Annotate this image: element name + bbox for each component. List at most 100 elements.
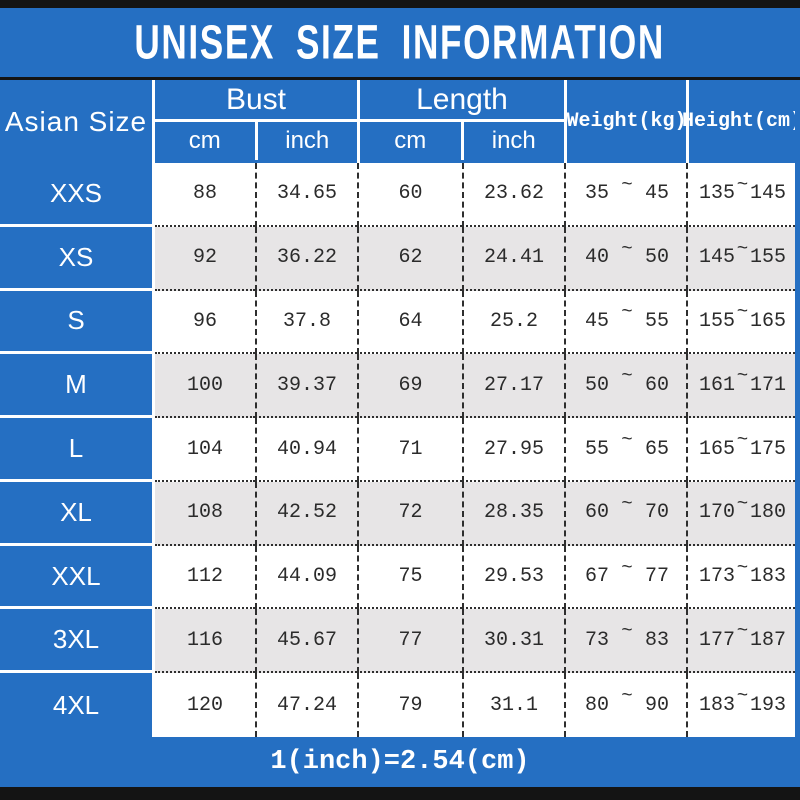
height-range: 165 ~ 175 [686,418,795,482]
bust-cm-value: 116 [155,609,255,674]
table-right-edge-strip [795,80,800,737]
bust-inch-value: 47.24 [255,673,357,738]
height-max: 171 [749,373,786,397]
height-range: 173 ~ 183 [686,545,795,610]
header-bust: Bust [155,80,357,122]
length-inch-value: 24.41 [462,226,564,291]
table-body: XXS 88 34.65 60 23.62 35 ~ 45 135 ~ 145 … [0,163,795,738]
tilde-symbol: ~ [736,301,749,324]
tilde-symbol: ~ [621,429,633,452]
page-title: UNISEX SIZE INFORMATION [134,15,666,69]
weight-max: 50 [644,246,669,270]
weight-max: 45 [644,182,669,206]
tilde-symbol: ~ [736,173,749,196]
height-range: 183 ~ 193 [686,673,795,738]
weight-min: 45 [585,309,610,333]
height-max: 193 [749,693,786,717]
weight-max: 90 [644,693,669,717]
tilde-symbol: ~ [736,492,749,515]
size-label: XXS [0,163,155,227]
height-min: 145 [699,246,736,270]
table-header: Asian Size Bust cm inch Length cm inch W… [0,80,800,163]
table-row-xs: XS 92 36.22 62 24.41 40 ~ 50 145 ~ 155 [0,226,795,291]
tilde-symbol: ~ [736,685,749,708]
tilde-symbol: ~ [621,556,633,579]
height-max: 180 [749,501,786,525]
weight-min: 60 [585,501,610,525]
weight-min: 40 [585,246,610,270]
weight-max: 60 [644,373,669,397]
table-row-xxl: XXL 112 44.09 75 29.53 67 ~ 77 173 ~ 183 [0,545,795,610]
size-label: XXL [0,545,155,610]
size-label: XS [0,226,155,291]
length-inch-value: 30.31 [462,609,564,674]
bust-cm-value: 88 [155,163,255,227]
header-length-units: cm inch [360,122,564,160]
height-min: 183 [699,693,736,717]
size-label: 3XL [0,609,155,674]
bust-cm-value: 96 [155,291,255,355]
weight-max: 55 [644,309,669,333]
length-cm-value: 69 [357,354,462,419]
height-range: 135 ~ 145 [686,163,795,227]
table-row-s: S 96 37.8 64 25.2 45 ~ 55 155 ~ 165 [0,290,795,355]
title-band: UNISEX SIZE INFORMATION [0,8,800,77]
weight-max: 83 [644,628,669,652]
header-bust-units: cm inch [155,122,357,160]
tilde-symbol: ~ [736,620,749,643]
tilde-symbol: ~ [621,173,633,196]
tilde-symbol: ~ [621,365,633,388]
height-max: 187 [749,628,786,652]
length-cm-value: 75 [357,545,462,610]
tilde-symbol: ~ [621,492,633,515]
length-cm-value: 60 [357,163,462,227]
size-label: S [0,290,155,355]
height-min: 161 [699,373,736,397]
weight-range: 45 ~ 55 [564,290,686,355]
height-range: 145 ~ 155 [686,226,795,291]
tilde-symbol: ~ [621,237,633,260]
footer-band: 1(inch)=2.54(cm) [0,737,800,787]
tilde-symbol: ~ [621,685,633,708]
weight-range: 67 ~ 77 [564,545,686,610]
tilde-symbol: ~ [736,237,749,260]
length-inch-value: 25.2 [462,290,564,355]
weight-range: 50 ~ 60 [564,354,686,419]
tilde-symbol: ~ [621,301,633,324]
weight-min: 80 [585,693,610,717]
bust-cm-value: 100 [155,354,255,419]
length-inch-value: 23.62 [462,163,564,227]
size-label: 4XL [0,673,155,738]
height-range: 155 ~ 165 [686,290,795,355]
length-inch-value: 27.17 [462,354,564,419]
bust-cm-value: 92 [155,227,255,291]
height-min: 165 [699,437,736,461]
length-inch-value: 28.35 [462,481,564,546]
table-row-3xl: 3XL 116 45.67 77 30.31 73 ~ 83 177 ~ 187 [0,609,795,674]
bust-inch-value: 40.94 [255,418,357,482]
height-range: 161 ~ 171 [686,354,795,419]
bust-inch-value: 45.67 [255,609,357,674]
weight-range: 55 ~ 65 [564,418,686,482]
weight-min: 73 [585,628,610,652]
table-row-4xl: 4XL 120 47.24 79 31.1 80 ~ 90 183 ~ 193 [0,673,795,738]
height-max: 165 [749,309,786,333]
bust-cm-value: 120 [186,693,223,717]
height-min: 177 [699,628,736,652]
length-inch-value: 27.95 [462,418,564,482]
height-min: 135 [699,182,736,206]
weight-min: 67 [585,565,610,589]
length-cm-value: 79 [357,673,462,738]
bust-inch-value: 39.37 [255,354,357,419]
weight-range: 73 ~ 83 [564,609,686,674]
table-row-l: L 104 40.94 71 27.95 55 ~ 65 165 ~ 175 [0,418,795,482]
size-label: L [0,418,155,482]
weight-max: 70 [644,501,669,525]
table-row-xl: XL 108 42.52 72 28.35 60 ~ 70 170 ~ 180 [0,481,795,546]
header-weight: Weight(kg) [564,80,687,163]
weight-max: 65 [644,437,669,461]
height-min: 173 [699,565,736,589]
height-max: 155 [749,246,786,270]
bust-inch-value: 44.09 [255,545,357,610]
